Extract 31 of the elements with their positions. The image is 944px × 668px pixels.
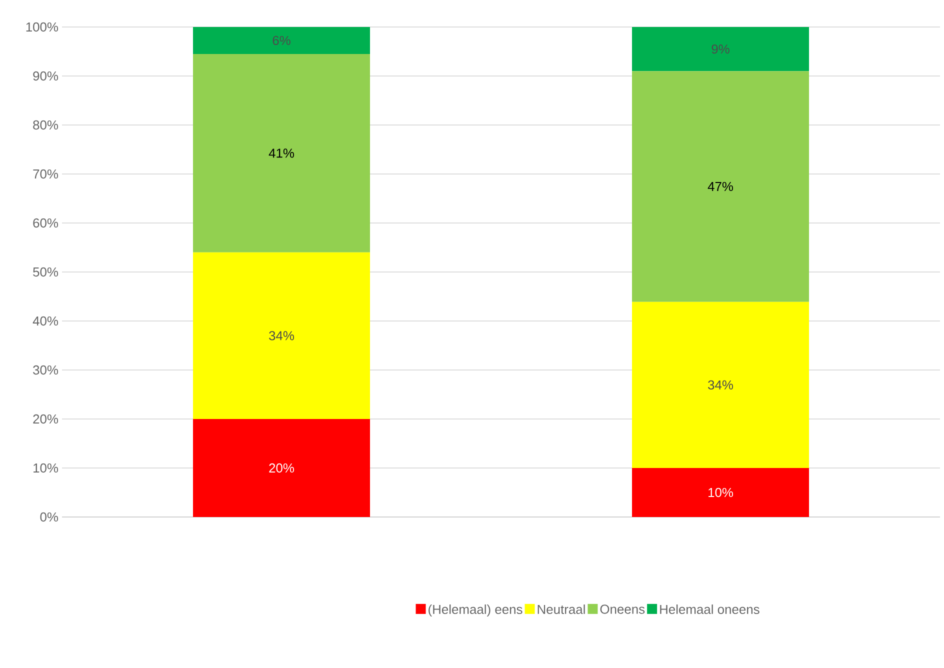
data-label: 34%	[708, 380, 734, 390]
y-tick-label: 50%	[33, 267, 58, 277]
data-label: 47%	[708, 182, 734, 192]
data-label: 6%	[272, 36, 290, 46]
legend-label: Helemaal oneens	[660, 604, 760, 614]
bar	[632, 468, 810, 517]
y-tick-label: 30%	[33, 365, 58, 375]
legend-label: Oneens	[600, 604, 645, 614]
data-label: 20%	[269, 463, 294, 473]
bar	[193, 419, 370, 517]
bar	[632, 302, 810, 468]
bar	[193, 54, 370, 252]
y-tick-label: 90%	[33, 71, 58, 81]
bar	[193, 252, 370, 419]
y-tick-label: 70%	[33, 169, 58, 179]
y-tick-label: 60%	[33, 218, 58, 228]
y-tick-label: 0%	[40, 512, 58, 522]
y-tick-label: 100%	[26, 22, 58, 32]
data-label: 9%	[712, 44, 730, 54]
y-tick-label: 10%	[34, 463, 58, 473]
bar	[193, 26, 370, 54]
y-tick-label: 80%	[33, 120, 58, 130]
data-label: 10%	[708, 488, 734, 498]
y-tick-label: 20%	[33, 414, 58, 424]
bar	[632, 26, 810, 72]
legend-label: Neutraal	[538, 604, 585, 614]
data-label: 41%	[268, 148, 294, 158]
bar	[632, 71, 810, 302]
data-label: 34%	[269, 331, 294, 340]
legend-label: (Helemaal) eens	[428, 604, 522, 617]
y-tick-label: 40%	[32, 316, 58, 326]
